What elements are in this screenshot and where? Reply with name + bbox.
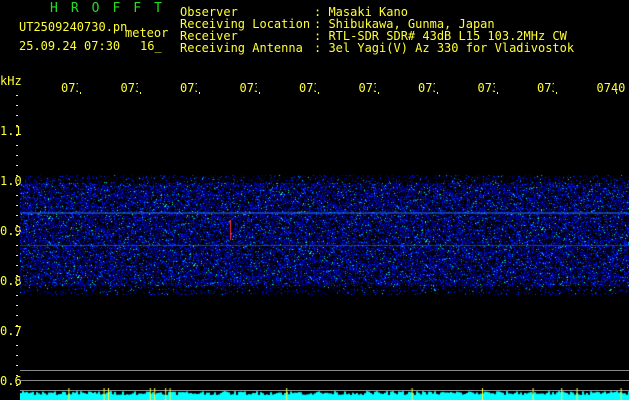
- count: 16_: [140, 39, 162, 53]
- y-tick: [16, 335, 18, 336]
- y-tick: [16, 125, 18, 126]
- y-tick: [16, 375, 18, 376]
- y-tick: [16, 225, 18, 226]
- baseline: [20, 380, 629, 381]
- sep: : 3el Yagi(V) Az 330 for Vladivostok: [314, 41, 575, 55]
- y-axis-label: 1.0: [0, 174, 22, 188]
- time-label: 0732: [120, 81, 138, 95]
- datetime: 25.09.24 07:30: [19, 39, 121, 53]
- y-tick: [16, 165, 18, 166]
- y-tick: [16, 315, 18, 316]
- y-axis-label: 0.8: [0, 274, 22, 288]
- y-tick: [16, 385, 18, 386]
- y-tick: [16, 325, 18, 326]
- sep: : Shibukawa, Gunma, Japan: [314, 17, 495, 31]
- x-tick: [258, 92, 260, 94]
- x-tick: [80, 92, 81, 94]
- y-tick: [16, 135, 18, 136]
- y-tick: [16, 305, 18, 306]
- time-label: 0731: [61, 81, 78, 95]
- time-label: 0739: [537, 81, 554, 95]
- y-tick: [16, 295, 18, 296]
- y-tick: [16, 245, 18, 246]
- y-tick: [16, 235, 18, 236]
- location-label: Receiving Location: [180, 17, 311, 31]
- antenna-label: Receiving Antenna: [180, 41, 303, 55]
- y-tick: [16, 255, 18, 256]
- y-tick: [16, 195, 18, 196]
- antenna-value: 3el Yagi(V) Az 330 for Vladivostok: [328, 41, 575, 55]
- x-tick: [199, 92, 200, 94]
- y-tick: [16, 265, 18, 266]
- spectrogram: [20, 95, 629, 400]
- x-tick: [496, 92, 498, 94]
- filename: UT2509240730.pn: [19, 20, 128, 34]
- receiver-value: RTL-SDR SDR# 43dB L15 103.2MHz CW: [328, 29, 567, 43]
- time-label: 0735: [299, 81, 316, 95]
- y-tick: [16, 95, 18, 96]
- y-tick: [16, 355, 18, 356]
- sep: : Masaki Kano: [314, 5, 408, 19]
- x-tick: [556, 92, 557, 94]
- y-tick: [16, 285, 18, 286]
- y-axis-label: 0.7: [0, 324, 22, 338]
- app-title: HROFFT: [50, 1, 175, 16]
- y-tick: [16, 275, 18, 276]
- baseline: [20, 370, 629, 371]
- time-label: 0734: [239, 81, 257, 95]
- y-tick: [16, 155, 18, 156]
- observer-label: Observer: [180, 5, 238, 19]
- unit-label: kHz: [0, 74, 22, 88]
- y-tick: [16, 145, 18, 146]
- observer-value: Masaki Kano: [328, 5, 408, 19]
- receiver-label: Receiver: [180, 29, 238, 43]
- time-label: 0740: [596, 81, 626, 95]
- y-tick: [16, 175, 18, 176]
- y-tick: [16, 345, 18, 346]
- y-axis-label: 0.6: [0, 374, 22, 388]
- x-tick: [377, 92, 379, 94]
- x-tick: [615, 92, 617, 94]
- y-tick: [16, 205, 18, 206]
- y-tick: [16, 365, 18, 366]
- x-tick: [139, 92, 141, 94]
- location-value: Shibukawa, Gunma, Japan: [328, 17, 495, 31]
- time-label: 0737: [418, 81, 435, 95]
- y-tick: [16, 105, 18, 106]
- y-axis-label: 0.9: [0, 224, 22, 238]
- x-tick: [318, 92, 319, 94]
- time-label: 0733: [180, 81, 197, 95]
- y-axis-label: 1.1: [0, 124, 22, 138]
- time-label: 0738: [477, 81, 495, 95]
- sep: : RTL-SDR SDR# 43dB L15 103.2MHz CW: [314, 29, 567, 43]
- y-tick: [16, 115, 18, 116]
- mode-label: meteor: [125, 26, 169, 40]
- y-tick: [16, 215, 18, 216]
- y-tick: [16, 185, 18, 186]
- x-tick: [437, 92, 438, 94]
- time-label: 0736: [358, 81, 376, 95]
- signal-level-bars: [20, 388, 629, 400]
